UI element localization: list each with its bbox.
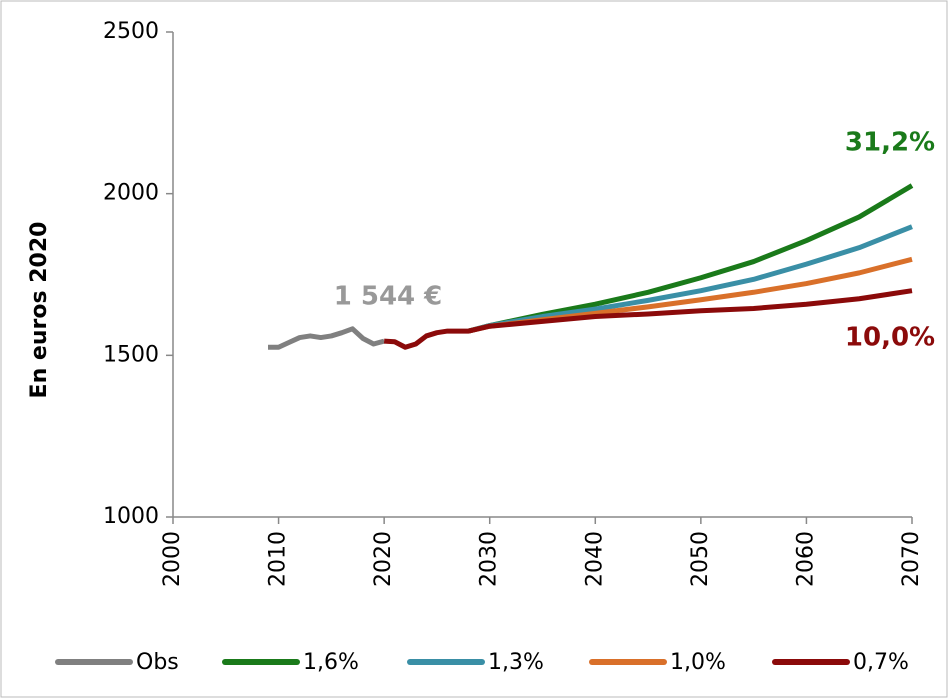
x-tick-label: 2020 (371, 531, 396, 587)
y-tick-label: 1000 (103, 504, 159, 529)
annotation: 31,2% (845, 128, 935, 158)
legend-label: 1,0% (670, 650, 726, 675)
legend-label: 1,6% (303, 650, 359, 675)
y-tick-label: 2000 (103, 181, 159, 206)
y-axis-label: En euros 2020 (27, 222, 52, 399)
x-tick-label: 2050 (688, 531, 713, 587)
y-tick-label: 1500 (103, 342, 159, 367)
x-tick-label: 2030 (477, 531, 502, 587)
x-tick-label: 2010 (266, 531, 291, 587)
x-tick-label: 2070 (899, 531, 924, 587)
x-tick-label: 2060 (793, 531, 818, 587)
legend-label: 1,3% (488, 650, 544, 675)
x-tick-label: 2040 (582, 531, 607, 587)
y-tick-label: 2500 (103, 19, 159, 44)
series-line (268, 326, 385, 350)
annotation: 10,0% (845, 323, 935, 353)
legend-label: Obs (136, 650, 179, 675)
x-tick-label: 2000 (160, 531, 185, 587)
legend-label: 0,7% (853, 650, 909, 675)
series-line (383, 288, 913, 350)
annotation: 1 544 € (334, 282, 443, 312)
